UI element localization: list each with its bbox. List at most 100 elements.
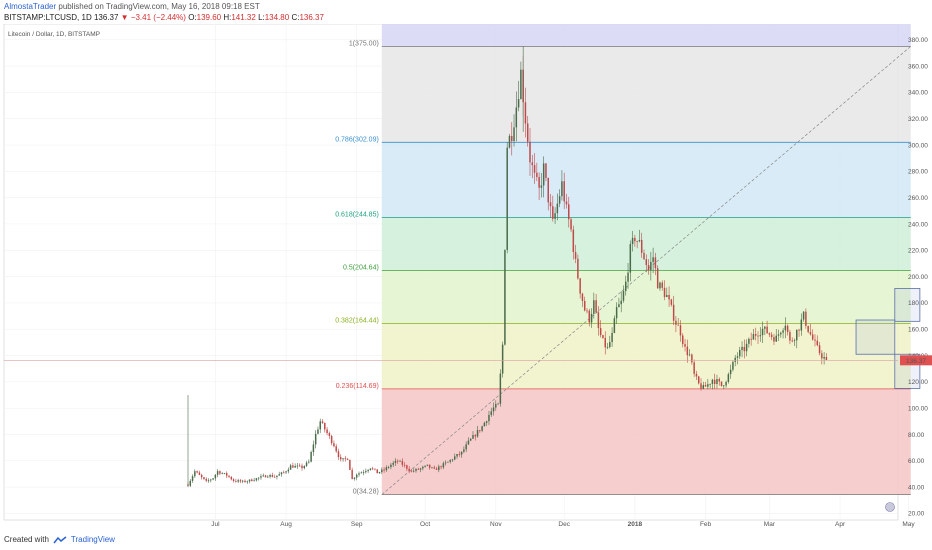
candle-body — [248, 479, 251, 482]
close-value: 136.37 — [299, 13, 324, 22]
candle-body — [490, 411, 492, 415]
candle-body — [677, 324, 679, 326]
candle-body — [697, 376, 700, 384]
candle-body — [718, 379, 720, 382]
candle-body — [752, 334, 755, 340]
candle-body — [472, 435, 474, 439]
candle-body — [599, 328, 602, 336]
candle-body — [517, 99, 520, 108]
candle-body — [492, 407, 495, 412]
candle-body — [378, 472, 381, 474]
candle-body — [700, 383, 702, 389]
fib-level-label: 0.5(204.64) — [343, 265, 379, 272]
price-change: −3.41 (−2.44%) — [130, 13, 186, 22]
candle-body — [570, 219, 572, 230]
candle-body — [741, 346, 743, 350]
candle-body — [360, 472, 363, 474]
candle-body — [333, 443, 335, 447]
fib-band — [381, 323, 911, 389]
candle-body — [321, 421, 324, 423]
candle-body — [504, 250, 506, 345]
candle-body — [531, 162, 534, 166]
candle-body — [579, 278, 581, 294]
candle-body — [748, 338, 750, 344]
fib-level-label: 0(34.28) — [353, 489, 379, 496]
candle-body — [568, 204, 570, 220]
candle-body — [410, 470, 413, 472]
candle-body — [294, 465, 296, 468]
candle-body — [371, 468, 374, 470]
candle-body — [561, 181, 563, 197]
y-tick-label: 180.00 — [908, 300, 928, 307]
candle-body — [415, 468, 417, 471]
candle-body — [670, 299, 673, 305]
y-tick-label: 40.00 — [908, 484, 925, 491]
candle-body — [618, 304, 620, 308]
fib-level-label: 0.236(114.69) — [336, 383, 379, 390]
fib-band — [381, 24, 911, 47]
candle-body — [627, 272, 629, 282]
candle-body — [684, 344, 686, 347]
candle-body — [720, 381, 723, 387]
candle-body — [682, 335, 684, 345]
candle-body — [194, 471, 196, 477]
candle-body — [223, 473, 226, 474]
candle-body — [704, 385, 707, 387]
candle-body — [465, 444, 467, 450]
candle-body — [686, 346, 689, 356]
y-tick-label: 220.00 — [908, 248, 928, 255]
candle-body — [729, 369, 732, 375]
candle-body — [330, 435, 333, 444]
candle-body — [654, 257, 657, 269]
candle-body — [823, 357, 825, 359]
candle-body — [659, 282, 661, 289]
footer: Created with TradingView — [4, 535, 115, 544]
candle-body — [287, 469, 290, 472]
open-label: O: — [188, 13, 197, 22]
candle-body — [625, 281, 627, 292]
y-tick-label: 380.00 — [908, 37, 928, 44]
candle-body — [716, 379, 718, 384]
candle-body — [276, 475, 278, 477]
candle-body — [796, 329, 798, 341]
candle-body — [365, 471, 367, 473]
author-link[interactable]: AlmostaTrader — [4, 2, 57, 11]
candle-body — [506, 147, 508, 251]
candle-body — [397, 460, 399, 462]
candle-body — [278, 474, 280, 476]
change-arrow-icon: ▼ — [120, 13, 129, 22]
candle-body — [401, 460, 404, 465]
candle-body — [292, 465, 294, 468]
candle-body — [713, 379, 716, 384]
candle-body — [581, 293, 584, 301]
candle-body — [349, 459, 351, 470]
candle-body — [679, 325, 682, 336]
candle-body — [335, 446, 337, 452]
y-tick-label: 300.00 — [908, 142, 928, 149]
candle-body — [271, 475, 274, 477]
candle-body — [419, 468, 422, 470]
candle-body — [406, 465, 408, 469]
candle-body — [577, 258, 579, 279]
candle-body — [362, 472, 365, 473]
publish-line: AlmostaTrader published on TradingView.c… — [4, 2, 260, 12]
candle-body — [583, 300, 586, 311]
range-rectangle — [894, 288, 921, 322]
chart-area[interactable]: 0(34.28) 0.236(114.69) 0.382(164.44) 0.5(20… — [0, 23, 932, 535]
candle-body — [485, 421, 488, 423]
x-tick-label: Nov — [490, 521, 502, 528]
fib-band — [381, 46, 911, 143]
candle-body — [476, 430, 479, 437]
tradingview-link[interactable]: TradingView — [70, 535, 115, 544]
candle-body — [474, 435, 477, 437]
candle-body — [305, 462, 308, 466]
candle-body — [805, 311, 807, 326]
candle-body — [604, 337, 606, 348]
candle-body — [739, 349, 741, 357]
y-tick-label: 240.00 — [908, 221, 928, 228]
candle-body — [303, 465, 306, 469]
price-chart[interactable]: 0(34.28) 0.236(114.69) 0.382(164.44) 0.5(20… — [0, 23, 932, 530]
candle-body — [727, 374, 730, 382]
price-tag — [900, 355, 932, 366]
candle-body — [392, 462, 394, 465]
